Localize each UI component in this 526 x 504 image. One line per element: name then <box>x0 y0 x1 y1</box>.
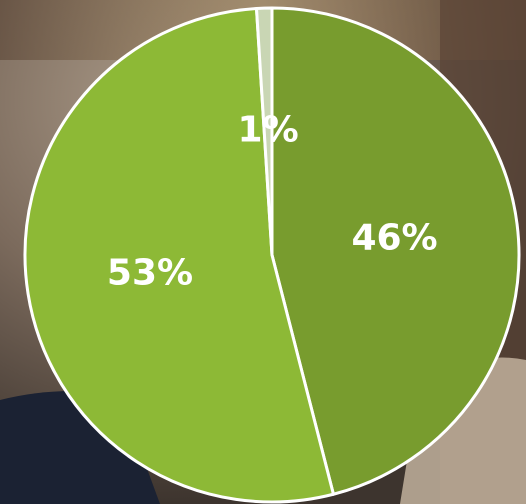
slice-label: 46% <box>351 218 437 259</box>
slice-label: 53% <box>107 252 193 293</box>
slice-label: 1% <box>238 110 299 151</box>
pie-slice <box>270 6 521 496</box>
pie-slice <box>254 6 274 257</box>
pie: 46% 53% 1% <box>23 6 521 504</box>
pie-slice <box>23 6 335 504</box>
